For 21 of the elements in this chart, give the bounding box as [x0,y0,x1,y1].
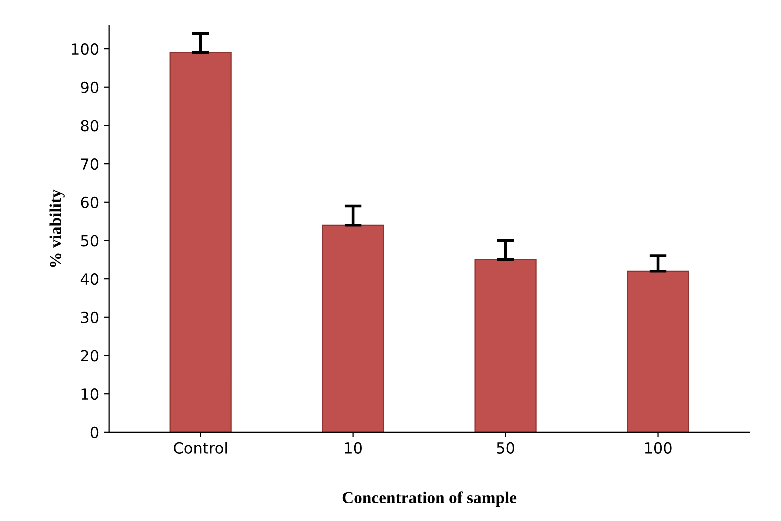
x-axis-title: Concentration of sample [342,492,517,507]
bar [474,259,537,432]
y-tick-label: 50 [81,235,99,247]
y-tick-label: 70 [81,158,99,170]
y-tick-label: 60 [81,196,99,208]
y-tick-label: 30 [81,312,99,324]
y-tick-label: 90 [81,82,99,94]
y-tick-label: 40 [80,274,99,286]
y-tick-label: 100 [72,44,99,56]
x-tick-label: 50 [497,442,514,454]
x-tick-label: 10 [345,442,362,454]
x-tick-label: Control [174,442,228,454]
x-tick-label: 100 [645,442,672,454]
bar [627,270,690,432]
y-axis-title: % viability [50,190,65,268]
y-tick-label: 10 [82,388,99,400]
bar [170,52,232,432]
y-tick-label: 80 [81,120,99,132]
bar [322,224,384,432]
y-tick-label: 0 [90,426,99,438]
y-tick-label: 20 [81,350,99,362]
